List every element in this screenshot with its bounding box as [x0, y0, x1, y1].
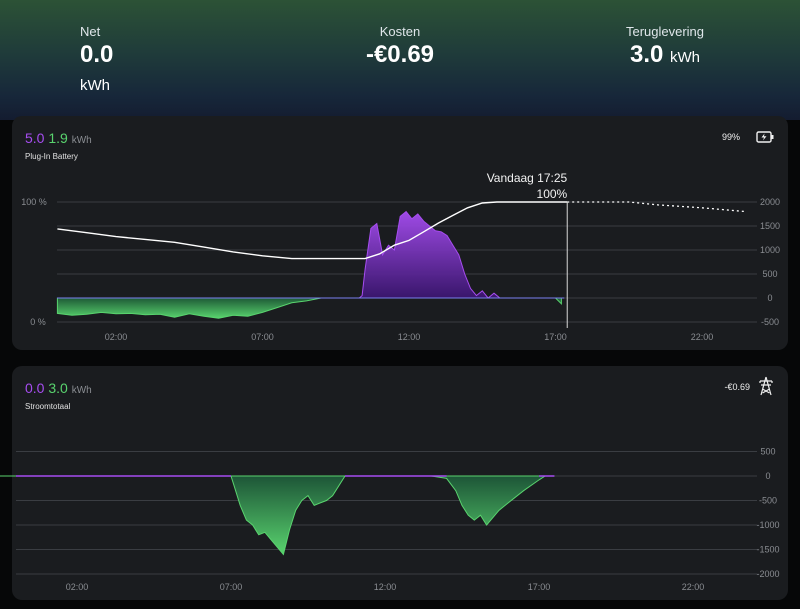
- power-value-out: 3.0: [48, 380, 68, 396]
- right-axis-tick: 0: [767, 293, 772, 303]
- return-number: 3.0: [629, 41, 664, 68]
- battery-chart[interactable]: 2000 1500 1000 500 0 -500 100 % 0 % 02:00 07:00 12…: [0, 0, 800, 350]
- x-axis-tick: 02:00: [105, 332, 128, 342]
- x-axis-tick: 22:00: [691, 332, 714, 342]
- return-stat[interactable]: Teruglevering 3.0 kWh: [610, 24, 720, 69]
- y-axis-tick: 500: [760, 447, 775, 457]
- y-axis-tick: 0: [765, 471, 770, 481]
- y-axis-tick: -1500: [756, 545, 779, 555]
- costs-stat[interactable]: Kosten -€0.69: [340, 24, 460, 69]
- battery-unit: kWh: [71, 135, 92, 146]
- power-card[interactable]: 0.0 3.0 kWh Stroomtotaal -€0.69: [12, 366, 788, 600]
- battery-charge-area: [57, 210, 562, 299]
- soc-line: [57, 201, 568, 260]
- battery-discharge-area: [56, 297, 562, 319]
- right-axis-tick: 1500: [760, 221, 780, 231]
- battery-title: Plug-In Battery: [25, 152, 78, 161]
- right-axis-tick: 500: [762, 269, 777, 279]
- left-axis-tick: 100 %: [21, 197, 47, 207]
- battery-energy: 5.0 1.9 kWh: [25, 130, 92, 146]
- power-unit: kWh: [71, 385, 92, 396]
- x-axis-tick: 17:00: [528, 582, 551, 592]
- y-axis-tick: -2000: [756, 569, 779, 579]
- power-cost: -€0.69: [724, 382, 750, 392]
- left-axis-tick: 0 %: [30, 317, 46, 327]
- x-axis-tick: 07:00: [251, 332, 274, 342]
- return-unit: kWh: [670, 49, 701, 66]
- battery-value-out: 1.9: [48, 130, 68, 146]
- net-number: 0.0: [80, 41, 114, 68]
- power-pylon-icon: [759, 376, 773, 396]
- y-axis-tick: -1000: [756, 520, 779, 530]
- power-chart[interactable]: 500 0 -500 -1000 -1500 -2000 02:00 07:00 12:00 17…: [0, 350, 800, 609]
- x-axis-tick: 22:00: [682, 582, 705, 592]
- right-axis-tick: -500: [761, 317, 779, 327]
- tooltip-time: Vandaag 17:25: [487, 171, 568, 185]
- x-axis-tick: 02:00: [66, 582, 89, 592]
- power-title: Stroomtotaal: [25, 402, 71, 411]
- right-axis-tick: 2000: [760, 197, 780, 207]
- battery-soc: 99%: [721, 132, 740, 142]
- x-axis-tick: 12:00: [398, 332, 421, 342]
- summary-header: Net 0.0 kWh Kosten -€0.69 Teruglevering …: [0, 0, 800, 120]
- right-axis-tick: 1000: [760, 245, 780, 255]
- x-axis-tick: 07:00: [220, 582, 243, 592]
- net-stat[interactable]: Net 0.0 kWh: [80, 24, 140, 97]
- net-unit: kWh: [80, 77, 110, 94]
- x-axis-tick: 17:00: [544, 332, 567, 342]
- y-axis-tick: -500: [759, 496, 777, 506]
- costs-value: -€0.69: [365, 41, 435, 68]
- return-value: 3.0 kWh: [610, 41, 720, 69]
- soc-forecast-line: [567, 201, 747, 213]
- return-label: Teruglevering: [625, 24, 705, 39]
- costs-label: Kosten: [379, 24, 421, 39]
- net-value: 0.0 kWh: [80, 41, 140, 97]
- power-energy: 0.0 3.0 kWh: [25, 380, 92, 396]
- tooltip-value: 100%: [537, 187, 568, 201]
- power-value-in: 0.0: [25, 380, 45, 396]
- battery-value-in: 5.0: [25, 130, 45, 146]
- x-axis-tick: 12:00: [374, 582, 397, 592]
- grid-export-area: [0, 475, 555, 556]
- battery-icon: [756, 131, 774, 143]
- net-label: Net: [80, 24, 101, 39]
